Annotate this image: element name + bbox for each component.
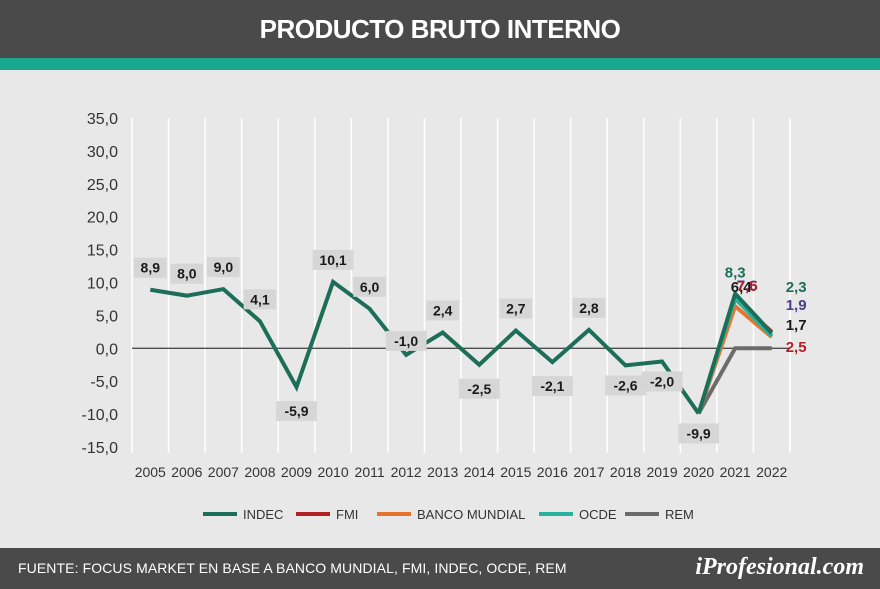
chart-area: 35,0 30,0 25,0 20,0 15,0 10,0 5,0 0,0 -5,0 -10,0 -… xyxy=(0,70,880,548)
x-tick-label: 2014 xyxy=(464,464,495,480)
data-label-box xyxy=(276,401,317,422)
data-label: 2,7 xyxy=(506,301,526,317)
data-label-box xyxy=(170,263,204,284)
series-line-indec xyxy=(696,289,774,415)
y-tick-label: 15,0 xyxy=(87,243,118,260)
projection-label: 8,3 xyxy=(725,265,746,282)
data-label: -5,9 xyxy=(284,403,308,419)
x-tick-label: 2021 xyxy=(720,464,751,480)
y-tick-label: 30,0 xyxy=(87,144,118,161)
y-tick-label: 35,0 xyxy=(87,111,118,128)
y-tick-label: 0,0 xyxy=(96,341,118,358)
source-text: FUENTE: FOCUS MARKET EN BASE A BANCO MUN… xyxy=(18,560,567,576)
x-tick-label: 2022 xyxy=(756,464,787,480)
x-tick-label: 2017 xyxy=(573,464,604,480)
data-label: 8,9 xyxy=(141,260,161,276)
data-label-box xyxy=(641,371,683,392)
data-label: 2,8 xyxy=(579,300,599,316)
data-label-box xyxy=(605,375,646,396)
series-line-rem xyxy=(696,346,772,415)
y-tick-label: 5,0 xyxy=(96,308,118,325)
header-bar: PRODUCTO BRUTO INTERNO xyxy=(0,0,880,58)
y-tick-label: 20,0 xyxy=(87,210,118,227)
projection-label: 2,3 xyxy=(786,279,807,296)
x-tick-label: 2008 xyxy=(244,464,275,480)
line-chart: 35,0 30,0 25,0 20,0 15,0 10,0 5,0 0,0 -5,0 -10,0 -… xyxy=(82,111,807,522)
projection-label: 2,5 xyxy=(786,339,807,356)
projection-label: 7,5 xyxy=(737,278,758,295)
x-tick-label: 2009 xyxy=(281,464,312,480)
data-label-box xyxy=(499,298,533,319)
x-tick-label: 2019 xyxy=(646,464,677,480)
projection-label: 6,4 xyxy=(731,279,753,296)
projection-label: 1,9 xyxy=(786,297,807,314)
page-title: PRODUCTO BRUTO INTERNO xyxy=(259,13,621,44)
x-tick-label: 2005 xyxy=(135,464,166,480)
y-tick-label: -5,0 xyxy=(90,374,118,391)
projection-label: 7,6 xyxy=(737,277,758,294)
data-label-box xyxy=(133,257,167,278)
x-tick-label: 2010 xyxy=(317,464,348,480)
data-label: -2,0 xyxy=(650,373,674,389)
data-label-box xyxy=(572,297,606,318)
x-tick-label: 2006 xyxy=(171,464,202,480)
legend-label: INDEC xyxy=(243,507,283,522)
data-label: 8,0 xyxy=(177,266,197,282)
x-tick-label: 2007 xyxy=(208,464,239,480)
data-label-box xyxy=(385,330,427,351)
y-tick-label: 10,0 xyxy=(87,276,118,293)
data-label-box xyxy=(531,376,573,397)
data-label-box xyxy=(207,257,240,278)
data-label: -9,9 xyxy=(687,425,711,441)
x-tick-label: 2018 xyxy=(610,464,641,480)
data-label: 4,1 xyxy=(250,291,270,307)
data-label-box xyxy=(426,300,460,321)
data-label-box xyxy=(458,378,500,399)
legend-label: OCDE xyxy=(579,507,617,522)
data-label: 6,0 xyxy=(360,279,380,295)
x-tick-label: 2011 xyxy=(355,464,385,480)
data-label-box xyxy=(353,276,386,297)
footer-bar: FUENTE: FOCUS MARKET EN BASE A BANCO MUN… xyxy=(0,548,880,589)
data-label: 10,1 xyxy=(319,252,346,268)
data-label: 2,4 xyxy=(433,303,453,319)
projection-label: 1,7 xyxy=(786,317,807,334)
legend-label: REM xyxy=(665,507,694,522)
data-label: -2,6 xyxy=(613,377,637,393)
x-tick-label: 2020 xyxy=(683,464,714,480)
accent-bar xyxy=(0,58,880,70)
data-label: -2,1 xyxy=(540,378,564,394)
y-tick-label: -15,0 xyxy=(82,440,119,457)
y-tick-label: -10,0 xyxy=(82,407,119,424)
x-tick-label: 2015 xyxy=(500,464,531,480)
y-tick-label: 25,0 xyxy=(87,177,118,194)
x-tick-label: 2016 xyxy=(537,464,568,480)
data-label-box xyxy=(678,423,720,444)
data-label-box xyxy=(243,289,277,310)
data-label: -1,0 xyxy=(394,333,418,349)
data-label-box xyxy=(312,249,354,270)
x-tick-label: 2013 xyxy=(427,464,458,480)
data-label: 9,0 xyxy=(214,259,234,275)
legend-label: FMI xyxy=(336,507,358,522)
brand-logo: iProfesional.com xyxy=(695,554,864,580)
data-label: -2,5 xyxy=(467,381,491,397)
x-tick-label: 2012 xyxy=(391,464,422,480)
legend-label: BANCO MUNDIAL xyxy=(417,507,525,522)
